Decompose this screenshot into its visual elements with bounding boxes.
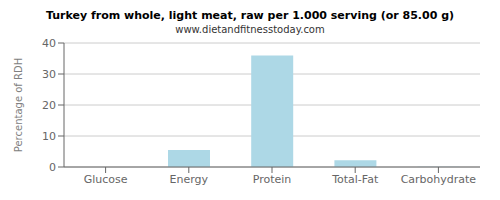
svg-text:Percentage of RDH: Percentage of RDH bbox=[13, 58, 24, 152]
svg-text:Energy: Energy bbox=[170, 173, 209, 186]
svg-text:Protein: Protein bbox=[253, 173, 292, 186]
html-text:Turkey from whole, light meat,: Turkey from whole, light meat, raw per 1… bbox=[45, 9, 455, 22]
html-text:www.dietandfitnesstoday.com: www.dietandfitnesstoday.com bbox=[175, 24, 325, 35]
svg-text:30: 30 bbox=[42, 68, 56, 81]
svg-text:Total-Fat: Total-Fat bbox=[331, 173, 379, 186]
svg-text:40: 40 bbox=[42, 37, 56, 50]
svg-text:0: 0 bbox=[49, 161, 56, 174]
svg-text:10: 10 bbox=[42, 130, 56, 143]
svg-text:20: 20 bbox=[42, 99, 56, 112]
svg-text:Glucose: Glucose bbox=[84, 173, 128, 186]
svg-text:Carbohydrate: Carbohydrate bbox=[401, 173, 477, 186]
